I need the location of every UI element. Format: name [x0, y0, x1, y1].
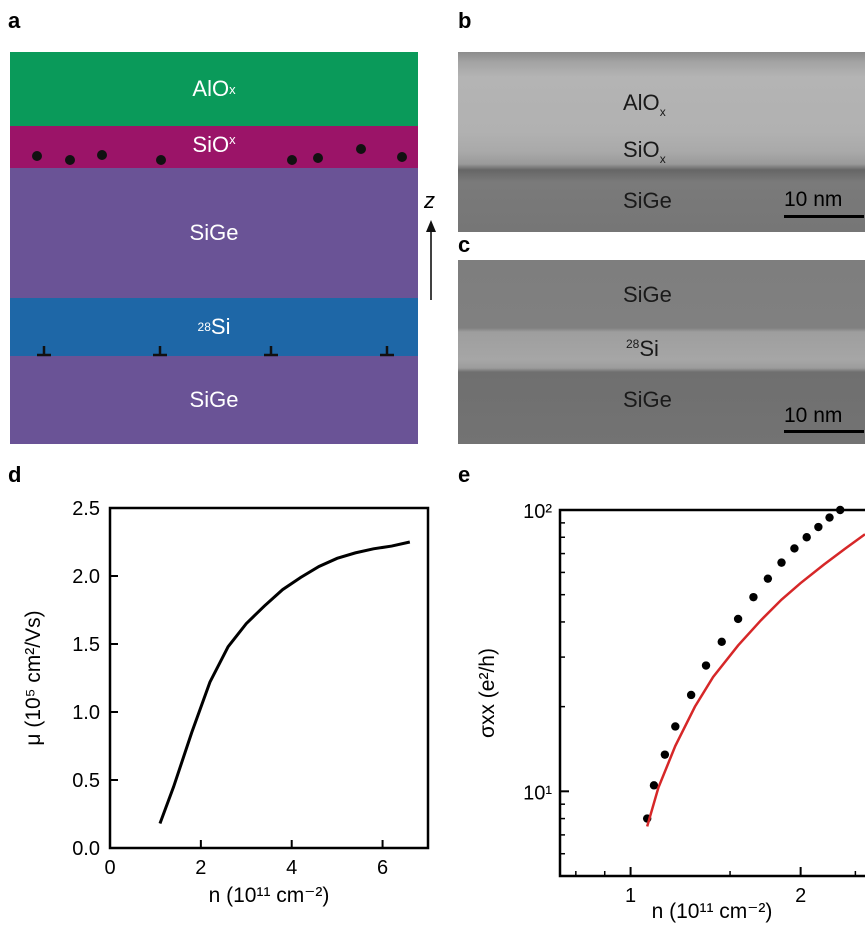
data-point-e: [749, 592, 758, 602]
y-axis-label-d: μ (10⁵ cm²/Vs): [22, 610, 45, 745]
data-point-e: [686, 690, 696, 700]
tem-c-sige-bottom-label: SiGe: [623, 387, 672, 412]
stack-overlay: [32, 144, 436, 357]
tem-image-b: AlOx SiOx SiGe 10 nm: [458, 52, 865, 232]
panel-label-b: b: [458, 8, 472, 33]
si28-label: Si: [210, 314, 231, 339]
y-tick-label-e: 10¹: [523, 782, 552, 804]
tem-b-siox-label: SiOx: [623, 137, 666, 166]
fit-curve-e: [645, 533, 865, 827]
y-tick-label-e: 10²: [523, 501, 552, 523]
data-point-e: [763, 574, 773, 583]
data-point-e: [701, 661, 711, 670]
data-point-e: [733, 614, 743, 624]
y-tick-label-d: 0.0: [72, 838, 100, 860]
sige-top-label: SiGe: [189, 220, 239, 245]
panel-label-d: d: [8, 462, 22, 487]
y-tick-label-d: 2.0: [72, 566, 100, 588]
alox-subscript: x: [229, 81, 236, 97]
layer-alox: AlO x: [10, 52, 418, 126]
scale-bar-c: [784, 430, 864, 433]
x-tick-label-d: 6: [377, 857, 388, 879]
x-axis-label-d: n (10¹¹ cm⁻²): [209, 884, 330, 907]
tem-c-sige-top-label: SiGe: [623, 282, 672, 307]
data-point-e: [825, 513, 834, 522]
y-tick-label-d: 2.5: [72, 498, 100, 520]
interface-charge-dots: [32, 144, 407, 165]
layer-siox: SiO x: [10, 126, 418, 168]
data-point-e: [777, 558, 786, 567]
x-axis-label-e: n (10¹¹ cm⁻²): [652, 900, 773, 923]
plot-frame-d: [108, 506, 430, 850]
x-tick-label-e: 2: [795, 885, 806, 907]
data-point-e: [835, 505, 845, 515]
alox-label: AlO: [192, 76, 230, 101]
tem-b-alox-label: AlOx: [623, 90, 666, 119]
x-tick-label-d: 2: [195, 857, 206, 879]
panel-label-e: e: [458, 462, 471, 487]
siox-label: SiO: [192, 132, 230, 157]
panel-label-a: a: [8, 8, 21, 33]
tem-image-c: SiGe 28Si SiGe 10 nm: [458, 260, 865, 444]
data-point-e: [802, 533, 811, 542]
plot-frame-e: [558, 508, 865, 878]
scale-bar-b-label: 10 nm: [784, 188, 843, 211]
scale-bar-b: [784, 215, 864, 218]
y-axis-label-e: σxx (e²/h): [476, 648, 499, 738]
x-tick-label-d: 0: [104, 857, 115, 879]
layer-sige-bottom: SiGe: [10, 356, 418, 444]
panel-label-c: c: [458, 232, 471, 257]
si28-mass-number: 28: [197, 320, 211, 334]
data-point-e: [814, 522, 823, 532]
sige-bottom-label: SiGe: [189, 387, 239, 412]
scale-bar-c-label: 10 nm: [784, 404, 843, 427]
tem-b-sige-label: SiGe: [623, 188, 672, 213]
x-tick-label-e: 1: [625, 885, 636, 907]
layer-si28: 28 Si: [10, 298, 418, 356]
z-axis-label: z: [424, 188, 435, 213]
y-tick-label-d: 1.5: [72, 634, 100, 656]
data-point-e: [717, 637, 726, 647]
mobility-curve: [158, 540, 411, 825]
data-point-e: [649, 781, 659, 790]
data-point-e: [790, 544, 799, 553]
layer-sige-top: SiGe: [10, 168, 418, 298]
y-tick-label-d: 0.5: [72, 770, 100, 792]
data-point-e: [671, 722, 680, 731]
siox-subscript: x: [229, 132, 236, 147]
dislocation-markers: [37, 346, 394, 357]
x-tick-label-d: 4: [286, 857, 297, 879]
data-point-e: [660, 750, 670, 759]
tem-c-si28-label: 28Si: [626, 336, 659, 361]
y-tick-label-d: 1.0: [72, 702, 100, 724]
